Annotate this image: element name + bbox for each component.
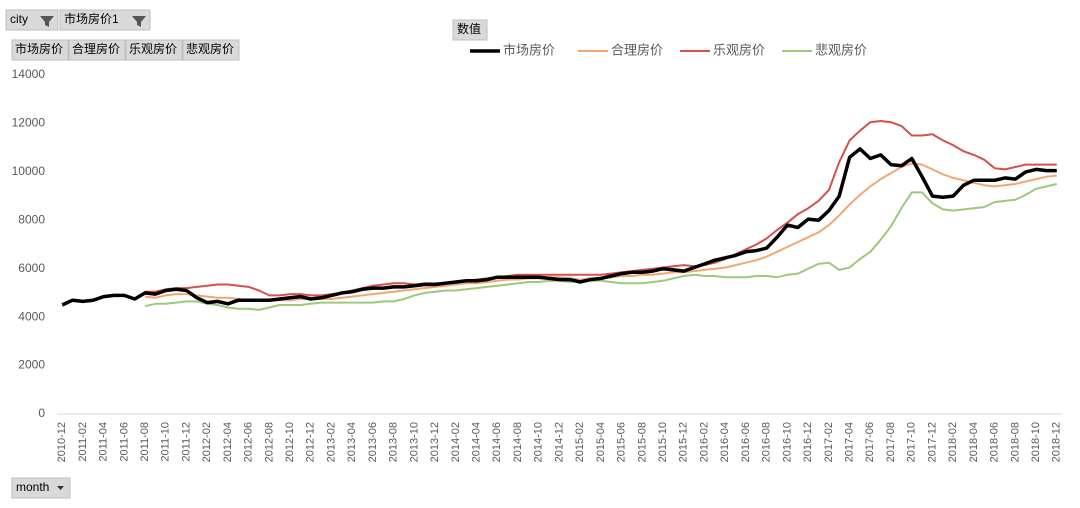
x-tick-label: 2017-04	[844, 422, 856, 462]
x-tick-label: 2018-04	[968, 422, 980, 462]
x-tick-label: 2011-06	[118, 422, 130, 462]
x-tick-label: 2013-10	[408, 422, 420, 462]
y-tick-label: 10000	[12, 164, 46, 178]
x-tick-label: 2013-06	[367, 422, 379, 462]
x-tick-label: 2010-12	[56, 422, 68, 462]
filter-icon	[132, 16, 146, 27]
y-tick-label: 0	[38, 406, 45, 420]
x-tick-label: 2011-04	[98, 422, 110, 462]
values-button[interactable]	[452, 19, 488, 41]
x-tick-label: 2013-02	[325, 422, 337, 462]
x-tick-label: 2015-02	[574, 422, 586, 462]
x-tick-label: 2018-12	[1051, 422, 1063, 462]
x-tick-label: 2013-08	[388, 422, 400, 462]
x-tick-label: 2015-10	[657, 422, 669, 462]
x-tick-label: 2012-04	[222, 422, 234, 462]
legend-label: 市场房价	[503, 42, 555, 57]
filter-label: 市场房价1	[64, 11, 119, 26]
x-tick-label: 2015-04	[595, 422, 607, 462]
x-tick-label: 2016-04	[719, 422, 731, 462]
x-tick-label: 2017-06	[864, 422, 876, 462]
field-label: 市场房价	[15, 41, 63, 56]
x-tick-label: 2012-12	[305, 422, 317, 462]
x-tick-label: 2012-10	[284, 422, 296, 462]
x-tick-label: 2012-06	[243, 422, 255, 462]
x-tick-label: 2012-02	[201, 422, 213, 462]
x-tick-label: 2017-08	[885, 422, 897, 462]
x-tick-label: 2016-02	[698, 422, 710, 462]
y-tick-label: 14000	[12, 67, 46, 81]
x-tick-label: 2014-06	[491, 422, 503, 462]
x-tick-label: 2015-06	[616, 422, 628, 462]
x-tick-label: 2015-12	[678, 422, 690, 462]
x-tick-label: 2017-10	[906, 422, 918, 462]
series-line	[144, 183, 1058, 311]
x-tick-label: 2018-08	[1009, 422, 1021, 462]
x-tick-label: 2012-08	[263, 422, 275, 462]
x-tick-label: 2014-02	[450, 422, 462, 462]
field-button[interactable]	[182, 39, 240, 61]
x-tick-label: 2018-10	[1030, 422, 1042, 462]
filter-icon	[40, 16, 54, 27]
x-tick-label: 2013-12	[429, 422, 441, 462]
x-tick-label: 2017-12	[926, 422, 938, 462]
x-tick-label: 2011-02	[77, 422, 89, 462]
x-tick-label: 2018-06	[989, 422, 1001, 462]
field-button[interactable]	[125, 39, 183, 61]
field-label: 悲观房价	[186, 41, 234, 56]
filter-button[interactable]	[59, 9, 151, 31]
y-tick-label: 2000	[18, 358, 45, 372]
x-tick-label: 2015-08	[636, 422, 648, 462]
field-label: 乐观房价	[129, 41, 177, 56]
field-button[interactable]	[68, 39, 126, 61]
dropdown-icon	[57, 486, 64, 490]
series-line	[145, 120, 1057, 297]
x-tick-label: 2014-12	[553, 422, 565, 462]
field-label: 合理房价	[72, 41, 120, 56]
legend-label: 合理房价	[611, 42, 663, 57]
x-tick-label: 2016-12	[802, 422, 814, 462]
x-tick-label: 2016-10	[781, 422, 793, 462]
y-tick-label: 6000	[18, 261, 45, 275]
x-tick-label: 2016-06	[740, 422, 752, 462]
series-line	[61, 147, 1057, 307]
y-tick-label: 4000	[18, 309, 45, 323]
x-tick-label: 2011-12	[180, 422, 192, 462]
x-tick-label: 2016-08	[761, 422, 773, 462]
y-tick-label: 12000	[12, 116, 46, 130]
y-tick-label: 8000	[18, 212, 45, 226]
x-tick-label: 2011-08	[139, 422, 151, 462]
x-tick-label: 2014-04	[471, 422, 483, 462]
x-tick-label: 2018-02	[947, 422, 959, 462]
legend-label: 乐观房价	[713, 42, 765, 57]
axis-field-label: month	[16, 480, 49, 494]
axis-field-button[interactable]	[11, 477, 71, 499]
x-tick-label: 2013-04	[346, 422, 358, 462]
field-button[interactable]	[11, 39, 69, 61]
x-tick-label: 2014-08	[512, 422, 524, 462]
x-tick-label: 2017-02	[823, 422, 835, 462]
x-tick-label: 2014-10	[533, 422, 545, 462]
values-label: 数值	[457, 21, 481, 36]
x-tick-label: 2011-10	[160, 422, 172, 462]
legend-label: 悲观房价	[815, 42, 867, 57]
filter-label: city	[10, 12, 28, 26]
